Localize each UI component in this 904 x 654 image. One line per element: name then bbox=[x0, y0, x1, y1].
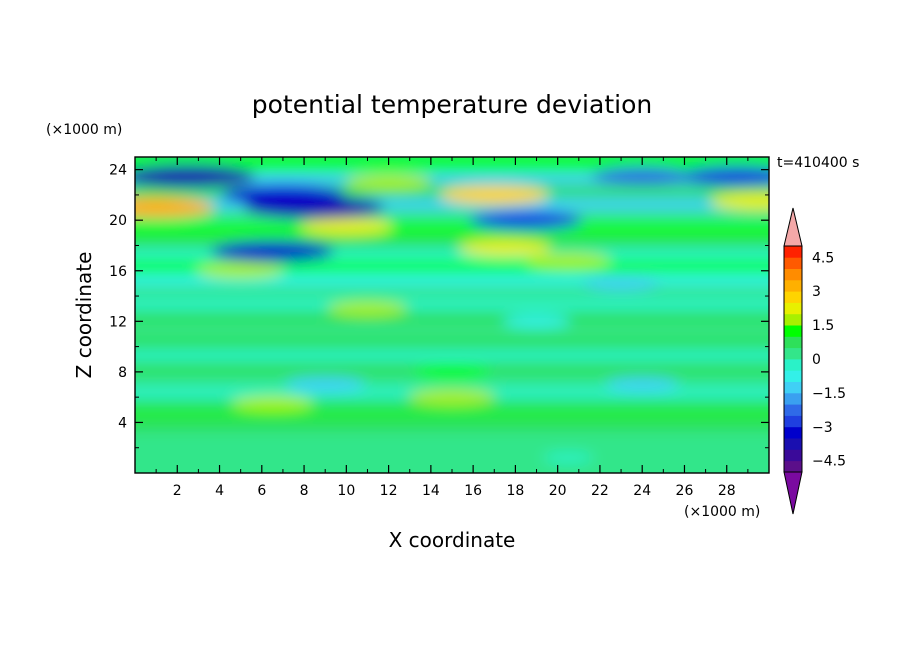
colorbar-tick-label: 4.5 bbox=[812, 250, 834, 266]
field-feature bbox=[542, 452, 594, 464]
colorbar-swatch bbox=[784, 404, 802, 416]
colorbar-swatch bbox=[784, 426, 802, 439]
x-tick-label: 14 bbox=[422, 483, 440, 499]
y-tick-label: 20 bbox=[109, 213, 127, 229]
x-tick-label: 18 bbox=[506, 483, 524, 499]
colorbar-tick-label: −3 bbox=[812, 420, 833, 436]
chart-title: potential temperature deviation bbox=[252, 90, 652, 119]
colorbar-swatch bbox=[784, 302, 802, 315]
field-band bbox=[135, 157, 769, 173]
field-feature bbox=[345, 174, 433, 191]
y-unit-label: (×1000 m) bbox=[46, 122, 122, 138]
x-tick-label: 6 bbox=[257, 483, 266, 499]
time-label: t=410400 s bbox=[777, 155, 859, 171]
colorbar-swatch bbox=[784, 246, 802, 258]
colorbar-swatch bbox=[784, 291, 802, 303]
colorbar-swatch bbox=[784, 438, 802, 450]
colorbar-swatch bbox=[784, 392, 802, 405]
field-band bbox=[135, 413, 769, 432]
x-tick-label: 22 bbox=[591, 483, 609, 499]
x-tick-label: 20 bbox=[549, 483, 567, 499]
colorbar-swatch bbox=[784, 460, 802, 473]
y-axis: 4 8 12 16 20 24 bbox=[109, 163, 769, 449]
field-feature bbox=[135, 164, 256, 188]
y-axis-label: Z coordinate bbox=[72, 252, 96, 379]
field-band bbox=[135, 432, 769, 451]
x-axis-label: X coordinate bbox=[389, 528, 516, 552]
colorbar-swatch bbox=[784, 347, 802, 360]
colorbar-swatch bbox=[784, 415, 802, 428]
colorbar-tick-label: −1.5 bbox=[812, 386, 846, 402]
x-tick-label: 2 bbox=[173, 483, 182, 499]
colorbar-swatch bbox=[784, 325, 802, 337]
y-tick-label: 24 bbox=[109, 163, 127, 179]
y-tick-label: 16 bbox=[109, 264, 127, 280]
colorbar-tick-label: 3 bbox=[812, 284, 821, 300]
x-tick-label: 12 bbox=[380, 483, 398, 499]
field-feature bbox=[605, 377, 679, 392]
colorbar-tick-label: 1.5 bbox=[812, 318, 834, 334]
y-tick-label: 8 bbox=[118, 365, 127, 381]
y-tick-label: 12 bbox=[109, 314, 127, 330]
colorbar-over-triangle bbox=[783, 207, 803, 247]
field-feature bbox=[458, 239, 551, 257]
field-feature bbox=[679, 166, 769, 186]
x-tick-label: 4 bbox=[215, 483, 224, 499]
field-feature bbox=[582, 276, 660, 291]
x-unit-label: (×1000 m) bbox=[684, 504, 760, 520]
field-feature bbox=[300, 218, 393, 235]
field-feature bbox=[210, 241, 334, 263]
field-feature bbox=[469, 210, 583, 230]
colorbar-tick-label: 0 bbox=[812, 352, 821, 368]
x-tick-label: 28 bbox=[718, 483, 736, 499]
field-feature bbox=[197, 262, 285, 279]
field-feature bbox=[327, 301, 408, 317]
field-feature bbox=[525, 252, 611, 269]
field-feature bbox=[710, 192, 769, 210]
x-axis: 2 4 6 8 10 12 14 16 18 20 22 24 26 28 bbox=[155, 157, 749, 499]
field-feature bbox=[439, 185, 549, 205]
colorbar-swatch bbox=[784, 449, 802, 462]
colorbar-frame bbox=[783, 245, 803, 473]
colorbar-swatch bbox=[784, 313, 802, 326]
y-tick-label: 4 bbox=[118, 415, 127, 431]
field-area bbox=[135, 157, 769, 473]
colorbar-swatch bbox=[784, 336, 802, 349]
colorbar-swatch bbox=[784, 268, 802, 281]
field-feature bbox=[591, 167, 693, 185]
field-feature bbox=[135, 197, 215, 218]
x-tick-label: 16 bbox=[464, 483, 482, 499]
x-tick-label: 26 bbox=[676, 483, 694, 499]
colorbar: 4.5 3 1.5 0 −1.5 −3 −4.5 bbox=[783, 207, 846, 515]
colorbar-tick-label: −4.5 bbox=[812, 454, 846, 470]
colorbar-swatch bbox=[784, 257, 802, 269]
field-feature bbox=[231, 395, 314, 412]
x-tick-label: 24 bbox=[633, 483, 651, 499]
colorbar-swatch bbox=[784, 359, 802, 371]
colorbar-under-triangle bbox=[783, 471, 803, 515]
field-feature bbox=[408, 389, 496, 406]
field-band bbox=[135, 451, 769, 470]
colorbar-swatch bbox=[784, 381, 802, 394]
field-feature bbox=[285, 377, 366, 392]
colorbar-swatch bbox=[784, 370, 802, 382]
x-tick-label: 10 bbox=[337, 483, 355, 499]
colorbar-swatch bbox=[784, 279, 802, 292]
field-feature bbox=[221, 184, 345, 206]
x-tick-label: 8 bbox=[300, 483, 309, 499]
field-feature bbox=[502, 314, 571, 328]
field-feature bbox=[413, 364, 491, 380]
